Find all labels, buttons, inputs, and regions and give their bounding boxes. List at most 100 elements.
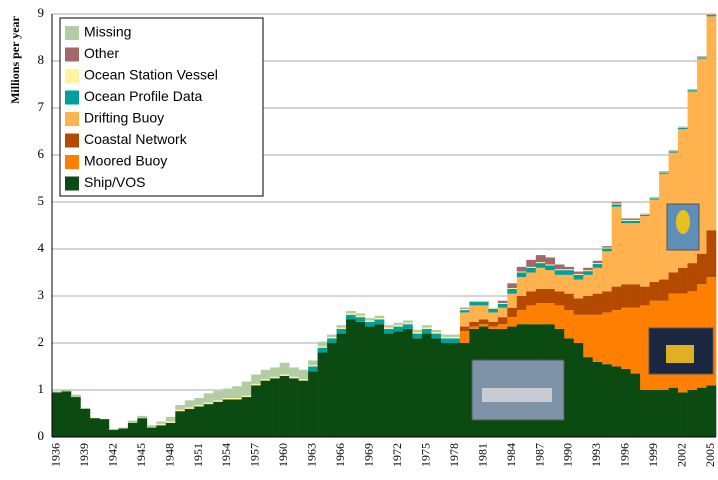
bar-segment — [469, 326, 480, 329]
x-tick-label: 1981 — [475, 443, 489, 467]
bar-segment — [213, 390, 224, 401]
bar-segment — [52, 392, 62, 437]
bar-segment — [459, 310, 470, 313]
bar-segment — [611, 206, 622, 287]
bar-segment — [478, 305, 489, 320]
x-tick-label: 1993 — [589, 443, 603, 467]
bar-segment — [450, 338, 461, 343]
bar-segment — [402, 324, 413, 329]
bar-segment — [175, 409, 186, 412]
legend-swatch — [65, 176, 79, 191]
bar-segment — [327, 343, 337, 437]
bar-segment — [602, 248, 612, 252]
bar-segment — [355, 321, 366, 437]
bar-segment — [564, 310, 575, 339]
bar-segment — [583, 314, 593, 358]
bar-segment — [459, 343, 470, 437]
bar-segment — [336, 327, 347, 329]
bar-segment — [374, 324, 385, 437]
bar-segment — [251, 374, 261, 384]
bar-segment — [516, 271, 527, 273]
bar-segment — [564, 270, 575, 275]
legend-label: Other — [84, 45, 119, 61]
bar-segment — [203, 402, 214, 405]
x-tick-label: 1954 — [219, 443, 233, 467]
bar-segment — [222, 397, 233, 400]
bar-segment — [687, 90, 698, 92]
bar-segment — [440, 334, 451, 337]
legend-swatch — [65, 69, 79, 83]
bar-segment — [478, 300, 489, 302]
bar-segment — [70, 397, 81, 437]
bar-segment — [165, 416, 176, 422]
bar-segment — [127, 422, 138, 437]
y-tick-label: 5 — [38, 193, 45, 208]
bar-segment — [621, 218, 631, 220]
bar-segment — [497, 303, 508, 304]
bar-segment — [630, 218, 641, 220]
bar-segment — [488, 308, 499, 313]
legend-label: Coastal Network — [84, 131, 188, 147]
x-tick-label: 1936 — [48, 443, 62, 467]
bar-segment — [602, 247, 612, 249]
bar-segment — [298, 369, 309, 380]
bar-segment — [184, 408, 195, 437]
bar-segment — [80, 407, 91, 409]
bar-segment — [393, 322, 404, 326]
bar-segment — [526, 291, 537, 306]
bar-segment — [118, 428, 129, 437]
bar-segment — [241, 395, 252, 398]
legend-swatch — [65, 133, 79, 148]
bar-segment — [526, 267, 537, 273]
bar-segment — [478, 324, 489, 327]
bar-segment — [564, 266, 575, 270]
bar-segment — [260, 380, 271, 437]
bar-segment — [545, 270, 556, 289]
bar-segment — [611, 286, 622, 311]
bar-segment — [602, 291, 612, 313]
bar-segment — [526, 259, 537, 267]
bar-segment — [317, 341, 328, 347]
bar-segment — [393, 331, 404, 437]
bar-segment — [336, 325, 347, 328]
bar-segment — [440, 336, 451, 339]
bar-segment — [365, 326, 375, 437]
x-tick-label: 1972 — [390, 443, 404, 467]
x-tick-label: 1987 — [532, 443, 546, 467]
bar-segment — [384, 328, 394, 334]
bar-segment — [488, 321, 499, 327]
bar-segment — [573, 343, 584, 437]
bar-segment — [279, 375, 290, 437]
bar-segment — [507, 317, 518, 327]
bar-segment — [469, 321, 480, 327]
bar-segment — [488, 326, 499, 329]
x-tick-label: 1948 — [162, 443, 176, 467]
bar-segment — [459, 331, 470, 343]
bar-segment — [583, 357, 593, 437]
bar-segment — [602, 251, 612, 292]
x-tick-label: 1978 — [447, 443, 461, 467]
bar-segment — [526, 272, 537, 292]
bar-segment — [611, 204, 622, 207]
bar-segment — [374, 319, 385, 325]
bar-segment — [450, 343, 461, 437]
bar-segment — [535, 255, 546, 263]
bar-segment — [649, 199, 660, 282]
bar-segment — [659, 390, 669, 437]
bar-segment — [469, 305, 480, 322]
bar-segment — [374, 315, 385, 319]
bar-segment — [346, 319, 356, 437]
drifter-photo-body — [676, 210, 690, 234]
bar-segment — [317, 352, 328, 437]
bar-segment — [668, 272, 679, 294]
bar-segment — [270, 378, 280, 437]
bar-segment — [516, 272, 527, 278]
bar-segment — [564, 338, 575, 437]
bar-segment — [697, 253, 707, 285]
bar-segment — [184, 400, 195, 408]
bar-segment — [621, 307, 631, 369]
bar-segment — [516, 266, 527, 272]
bar-segment — [592, 361, 603, 437]
bar-segment — [583, 296, 593, 315]
